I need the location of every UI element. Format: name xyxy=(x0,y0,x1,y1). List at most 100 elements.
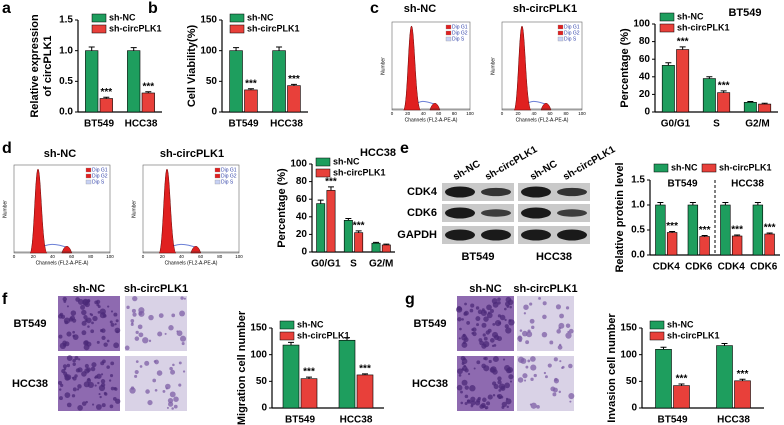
cell-dot xyxy=(85,400,88,404)
y-tick-label: 1.0 xyxy=(631,200,645,211)
x-tick-label: G0/G1 xyxy=(661,119,691,130)
cell-dot xyxy=(486,304,492,311)
error-bar xyxy=(317,199,324,204)
error-bar xyxy=(766,232,773,234)
error-bar xyxy=(355,230,362,233)
flow-legend-label: Dip G2 xyxy=(92,173,108,179)
cell-dot xyxy=(490,366,497,373)
cell-dot xyxy=(523,304,529,310)
flow-x-tick: 0 xyxy=(391,111,394,116)
cell-dot xyxy=(457,368,463,375)
cell-dot xyxy=(142,337,149,344)
flow-x-tick: 60 xyxy=(198,254,204,259)
condition-label: sh-NC xyxy=(469,283,501,295)
cell-dot xyxy=(144,360,150,366)
error-bar xyxy=(306,376,312,379)
blot-band xyxy=(445,229,475,241)
significance: *** xyxy=(288,74,300,85)
cell-dot xyxy=(94,384,97,387)
y-tick-label: 50 xyxy=(206,76,218,87)
cell-dot xyxy=(504,307,507,311)
cell-dot xyxy=(92,315,98,322)
y-axis-label: Invasion cell number xyxy=(606,313,618,423)
bar xyxy=(758,103,772,113)
cell-dot xyxy=(491,344,495,348)
flow-title: sh-circPLK1 xyxy=(513,3,577,15)
cell-dot xyxy=(461,362,465,365)
legend-swatch xyxy=(229,24,245,34)
chart-title: BT549 xyxy=(728,7,761,19)
flow-g2-peak xyxy=(540,103,552,111)
error-bar xyxy=(362,373,368,375)
cell-dot xyxy=(483,357,486,360)
blot-band xyxy=(521,207,551,219)
cell-dot xyxy=(145,389,150,394)
cell-dot xyxy=(481,322,487,328)
condition-label: sh-circPLK1 xyxy=(561,144,617,183)
cell-dot xyxy=(83,344,90,351)
cell-dot xyxy=(60,314,66,319)
cell-dot xyxy=(523,312,527,315)
legend-swatch xyxy=(649,331,665,341)
error-bar xyxy=(678,383,685,386)
cell-dot xyxy=(529,302,533,306)
cell-dot xyxy=(62,296,67,302)
bar xyxy=(287,85,301,113)
flow-legend-label: Dip S xyxy=(92,179,105,185)
cell-dot xyxy=(99,395,102,399)
cell-dot xyxy=(115,398,121,404)
bar xyxy=(141,92,155,113)
flow-title: sh-NC xyxy=(404,3,436,15)
error-bar xyxy=(747,100,754,103)
flow-x-tick: 80 xyxy=(452,111,458,116)
error-bar xyxy=(383,243,390,245)
cell-dot xyxy=(71,376,75,379)
cell-dot xyxy=(106,365,110,369)
flow-legend-label: Dip G2 xyxy=(564,30,580,36)
y-tick-label: 150 xyxy=(250,323,267,334)
cell-dot xyxy=(66,305,69,308)
cell-dot xyxy=(83,381,90,388)
flow-x-tick: 100 xyxy=(235,254,243,259)
cell-dot xyxy=(464,394,469,399)
flow-legend-label: Dip G2 xyxy=(221,173,237,179)
cell-dot xyxy=(461,334,468,341)
cell-line-label: HCC38 xyxy=(12,378,48,390)
x-tick-label: G2/M xyxy=(369,259,393,270)
cell-dot xyxy=(476,323,480,327)
legend-swatch xyxy=(279,331,295,341)
legend-label: sh-circPLK1 xyxy=(719,162,772,172)
cell-dot xyxy=(110,323,115,327)
cell-dot xyxy=(109,404,114,409)
cell-dot xyxy=(509,305,512,309)
cell-dot xyxy=(492,394,496,397)
bar xyxy=(85,50,99,113)
cell-dot xyxy=(168,401,174,407)
cell-dot xyxy=(487,311,491,315)
cell-dot xyxy=(64,341,70,347)
cell-dot xyxy=(458,307,462,311)
cell-dot xyxy=(108,379,112,382)
blot-band xyxy=(557,229,587,241)
cell-dot xyxy=(462,365,468,372)
significance: *** xyxy=(303,367,315,378)
flow-legend-label: Dip G1 xyxy=(92,167,108,173)
cell-dot xyxy=(544,375,548,379)
cell-dot xyxy=(469,308,474,313)
flow-legend-label: Dip G1 xyxy=(564,24,580,30)
error-bar xyxy=(103,96,110,99)
cell-dot xyxy=(498,388,502,392)
bar xyxy=(316,203,326,253)
cell-dot xyxy=(565,323,571,328)
cell-dot xyxy=(95,404,102,410)
bar xyxy=(666,232,678,256)
flow-legend-swatch xyxy=(557,30,564,36)
bar xyxy=(326,190,336,253)
cell-dot xyxy=(129,387,136,394)
cell-dot xyxy=(469,385,476,392)
cell-dot xyxy=(483,341,490,348)
error-bar xyxy=(761,102,768,105)
panel-letter: b xyxy=(148,0,158,17)
flow-y-label: Number xyxy=(2,200,8,218)
cell-dot xyxy=(153,360,157,363)
